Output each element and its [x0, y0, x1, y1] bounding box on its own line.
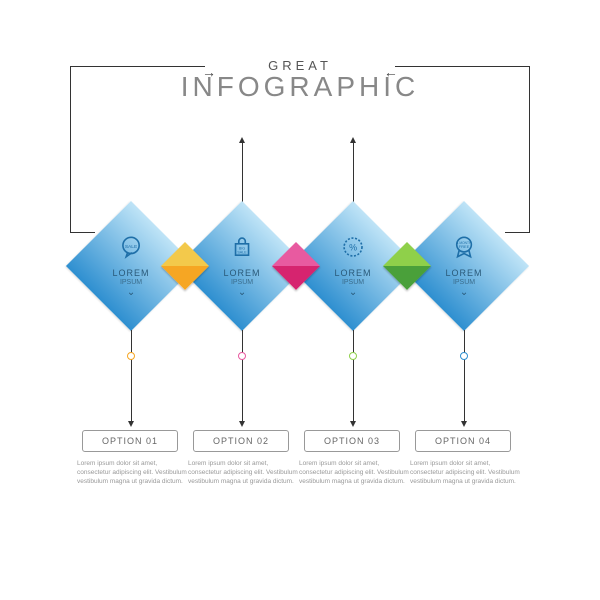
diamond-row: SALE LOREM IPSUM ⌄ BIGSALE LOREM IPSUM ⌄…	[0, 220, 600, 360]
option-text-1: Lorem ipsum dolor sit amet, consectetur …	[77, 460, 187, 486]
title: GREAT INFOGRAPHIC	[0, 58, 600, 103]
down-line-1	[131, 330, 132, 422]
svg-text:%: %	[349, 242, 357, 252]
option-text-2: Lorem ipsum dolor sit amet, consectetur …	[188, 460, 298, 486]
chevron-down-icon: ⌄	[208, 287, 276, 298]
diamond-label: LOREM	[97, 269, 165, 279]
diamond-sub: IPSUM	[319, 279, 387, 286]
option-text-4: Lorem ipsum dolor sit amet, consectetur …	[410, 460, 520, 486]
down-line-4	[464, 330, 465, 422]
option-box-1[interactable]: OPTION 01	[82, 430, 178, 452]
option-box-2[interactable]: OPTION 02	[193, 430, 289, 452]
diamond-label: LOREM	[208, 269, 276, 279]
option-box-3[interactable]: OPTION 03	[304, 430, 400, 452]
dot-2	[238, 352, 246, 360]
option-text-3: Lorem ipsum dolor sit amet, consectetur …	[299, 460, 409, 486]
option-box-4[interactable]: OPTION 04	[415, 430, 511, 452]
down-line-3	[353, 330, 354, 422]
diamond-sub: IPSUM	[97, 279, 165, 286]
diamond-sub: IPSUM	[208, 279, 276, 286]
infographic-canvas: → → GREAT INFOGRAPHIC SALE LOREM IPSUM ⌄…	[0, 0, 600, 600]
svg-text:SALE: SALE	[125, 244, 138, 250]
down-line-2	[242, 330, 243, 422]
free-badge-icon: 1 MONTHFREE	[430, 234, 498, 265]
dot-3	[349, 352, 357, 360]
dot-1	[127, 352, 135, 360]
chevron-down-icon: ⌄	[319, 287, 387, 298]
chevron-down-icon: ⌄	[97, 287, 165, 298]
title-main: INFOGRAPHIC	[0, 71, 600, 103]
big-sale-bag-icon: BIGSALE	[208, 234, 276, 265]
chevron-down-icon: ⌄	[430, 287, 498, 298]
svg-text:FREE: FREE	[459, 244, 470, 249]
svg-text:SALE: SALE	[237, 251, 247, 255]
diamond-label: LOREM	[430, 269, 498, 279]
sale-bubble-icon: SALE	[97, 234, 165, 265]
percent-star-icon: %	[319, 234, 387, 265]
dot-4	[460, 352, 468, 360]
diamond-sub: IPSUM	[430, 279, 498, 286]
diamond-label: LOREM	[319, 269, 387, 279]
